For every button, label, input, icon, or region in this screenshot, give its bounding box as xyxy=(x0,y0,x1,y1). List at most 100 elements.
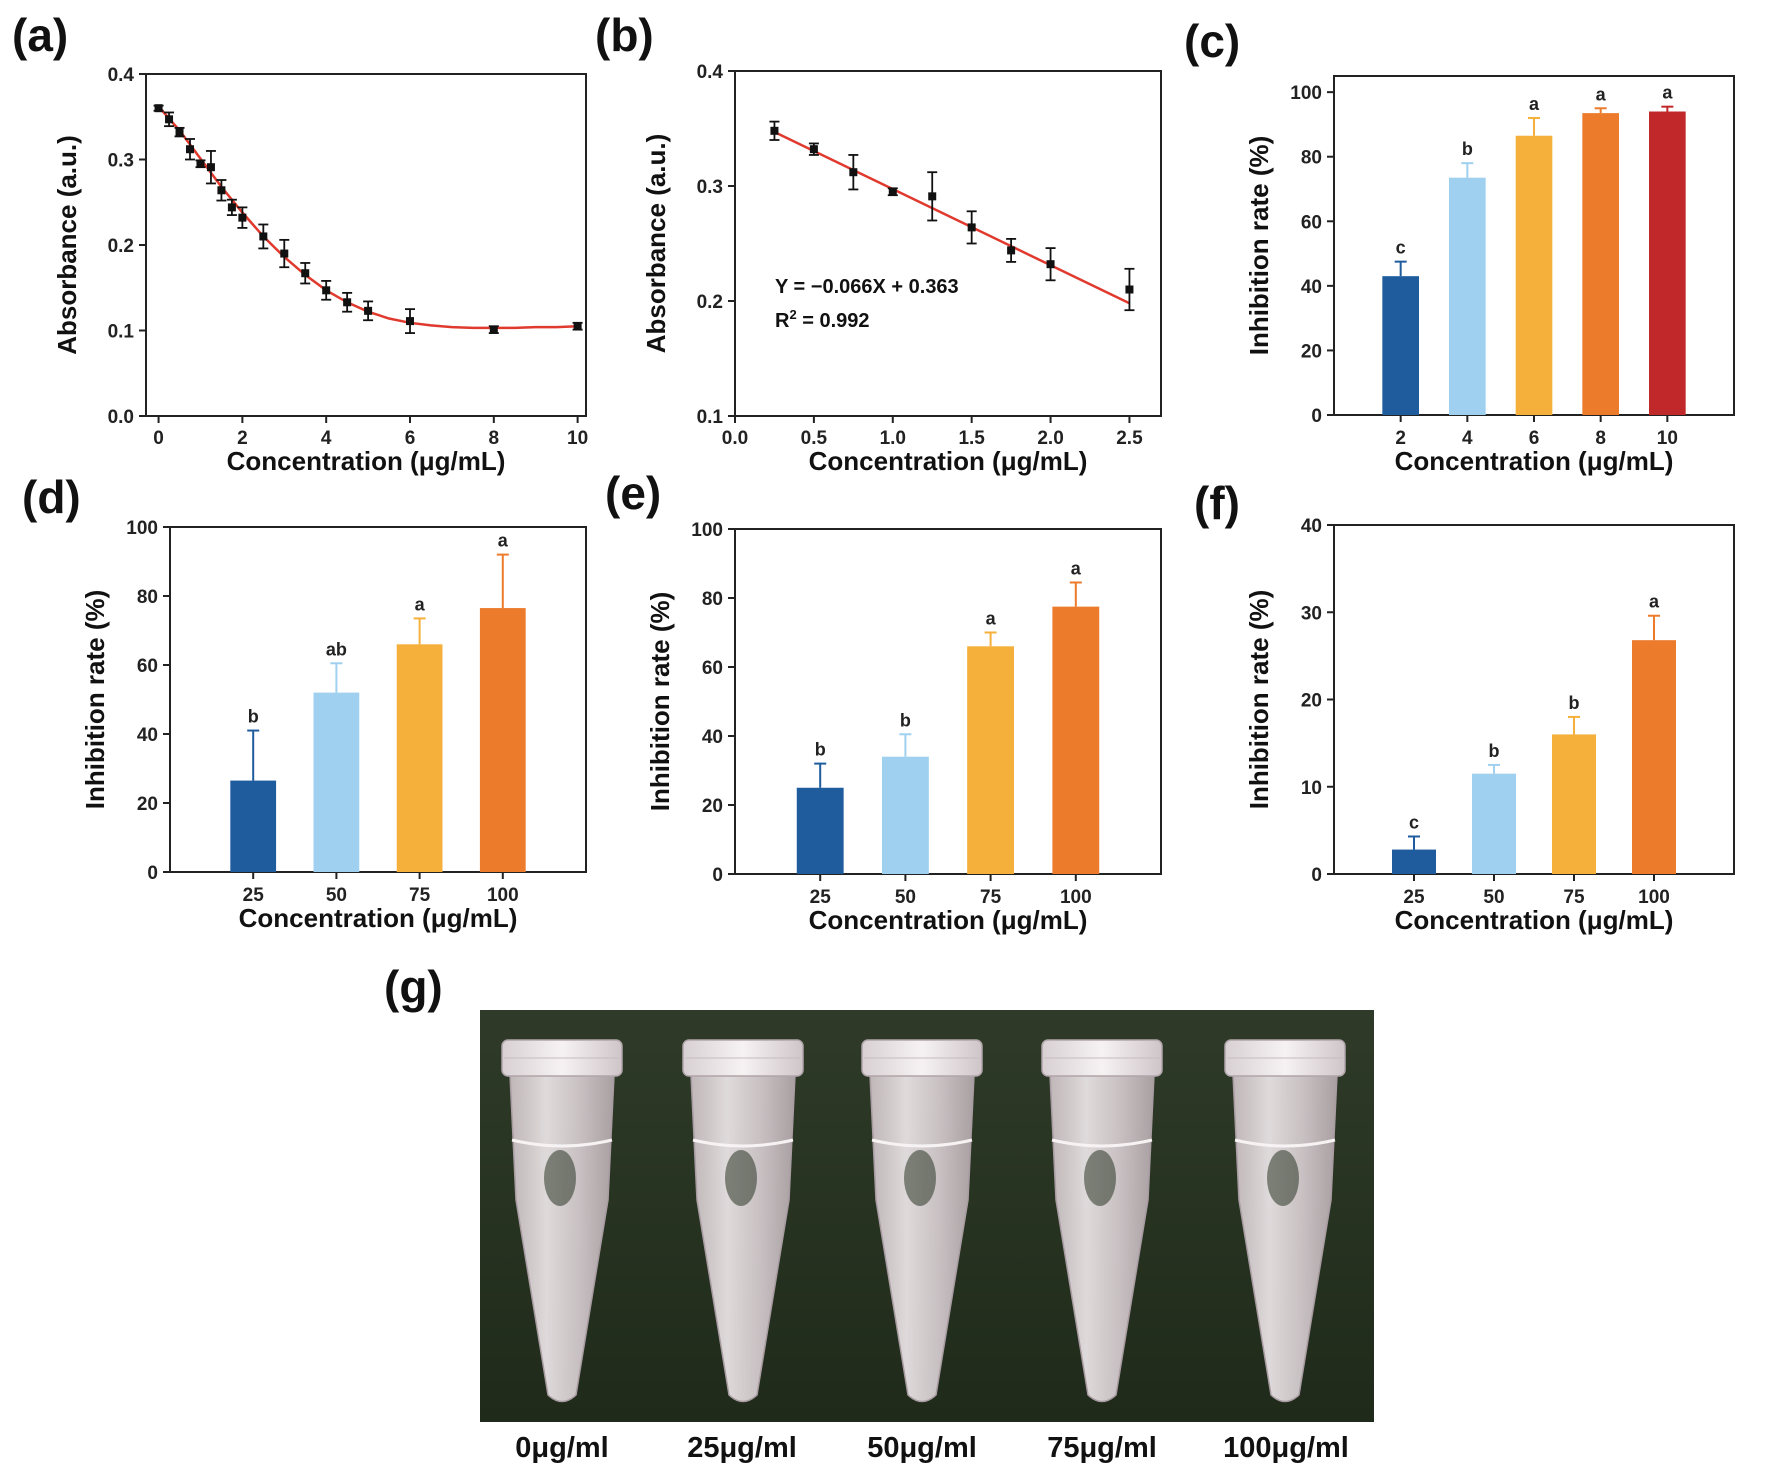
x-tick-label-b: 2.5 xyxy=(1116,428,1143,449)
panel-label-a: (a) xyxy=(12,9,69,61)
y-tick-label-f: 40 xyxy=(1301,516,1322,537)
significance-letter-c: a xyxy=(1529,94,1540,114)
tube-3 xyxy=(1041,1039,1163,1403)
significance-letter-c: a xyxy=(1596,84,1607,104)
significance-letter-e: b xyxy=(815,740,826,760)
data-point-a xyxy=(154,104,163,113)
data-point-b xyxy=(770,126,779,135)
y-tick-label-f: 30 xyxy=(1301,603,1322,624)
tube-reflection xyxy=(544,1150,576,1206)
x-axis-label-c: Concentration (μg/mL) xyxy=(1395,446,1674,476)
bar-f-100 xyxy=(1632,640,1676,874)
bar-f-25 xyxy=(1392,849,1436,874)
significance-letter-d: a xyxy=(415,594,426,614)
data-point-a xyxy=(573,322,582,331)
x-tick-label-c: 4 xyxy=(1462,428,1473,449)
significance-letter-c: a xyxy=(1662,83,1673,103)
tube-reflection xyxy=(725,1150,757,1206)
significance-letter-d: a xyxy=(498,531,509,551)
bar-d-100 xyxy=(479,608,526,872)
x-tick-label-a: 10 xyxy=(567,428,588,449)
tube-reflection xyxy=(1084,1150,1116,1206)
x-axis-label-b: Concentration (μg/mL) xyxy=(809,446,1088,476)
fit-line-b xyxy=(773,130,1130,305)
data-point-b xyxy=(849,168,858,177)
data-point-a xyxy=(217,186,226,195)
liquid-meniscus xyxy=(1234,1138,1336,1148)
data-point-a xyxy=(238,213,247,222)
y-tick-label-d: 20 xyxy=(137,794,158,815)
x-tick-label-d: 100 xyxy=(487,885,519,906)
bar-c-8 xyxy=(1582,113,1619,415)
data-point-a xyxy=(259,232,268,241)
liquid-meniscus xyxy=(1051,1138,1153,1148)
y-tick-label-c: 60 xyxy=(1301,212,1322,233)
data-point-a xyxy=(175,128,184,137)
panel-label-d: (d) xyxy=(22,471,81,523)
x-tick-label-f: 25 xyxy=(1403,887,1425,908)
y-tick-label-e: 40 xyxy=(702,727,723,748)
x-tick-label-a: 0 xyxy=(153,428,164,449)
x-tick-label-f: 100 xyxy=(1638,887,1670,908)
fit-curve-a xyxy=(157,105,578,330)
plot-frame-b xyxy=(734,70,1162,417)
tube-body xyxy=(869,1074,975,1403)
tube-body xyxy=(1232,1074,1338,1403)
x-tick-label-a: 4 xyxy=(321,428,332,449)
y-tick-label-f: 10 xyxy=(1301,778,1322,799)
tube-body xyxy=(1049,1074,1155,1403)
x-tick-label-e: 100 xyxy=(1060,887,1092,908)
y-tick-label-a: 0.2 xyxy=(108,236,134,257)
data-point-b xyxy=(928,192,937,201)
y-axis-label-e: Inhibition rate (%) xyxy=(645,592,675,812)
data-point-a xyxy=(206,163,215,172)
y-tick-label-a: 0.1 xyxy=(108,322,135,343)
tube-reflection xyxy=(904,1150,936,1206)
panel-label-e: (e) xyxy=(605,467,662,519)
tube-1 xyxy=(682,1039,804,1403)
x-tick-label-a: 2 xyxy=(237,428,248,449)
x-tick-label-d: 50 xyxy=(326,885,347,906)
y-tick-label-d: 100 xyxy=(126,518,158,539)
x-tick-label-c: 2 xyxy=(1395,428,1406,449)
x-axis-label-d: Concentration (μg/mL) xyxy=(239,903,518,933)
panel-label-f: (f) xyxy=(1194,477,1240,529)
data-point-b xyxy=(1046,260,1055,269)
y-tick-label-a: 0.3 xyxy=(108,151,134,172)
tube-label-75: 75μg/ml xyxy=(1047,1432,1157,1464)
y-tick-label-d: 60 xyxy=(137,656,158,677)
data-point-b xyxy=(809,145,818,154)
x-tick-label-b: 1.0 xyxy=(880,428,906,449)
x-tick-label-c: 6 xyxy=(1529,428,1540,449)
data-point-a xyxy=(364,306,373,315)
significance-letter-e: a xyxy=(986,609,997,629)
tube-label-25: 25μg/ml xyxy=(687,1432,797,1464)
x-tick-label-b: 1.5 xyxy=(958,428,985,449)
plot-frame-e xyxy=(734,528,1162,875)
significance-letter-f: c xyxy=(1409,812,1419,832)
x-tick-label-e: 25 xyxy=(810,887,832,908)
data-point-a xyxy=(322,286,331,295)
significance-letter-f: b xyxy=(1569,693,1580,713)
x-tick-label-a: 8 xyxy=(489,428,500,449)
x-tick-label-d: 75 xyxy=(409,885,431,906)
y-tick-label-d: 80 xyxy=(137,587,158,608)
significance-letter-c: c xyxy=(1396,238,1406,258)
data-point-b xyxy=(1007,246,1016,255)
x-tick-label-b: 0.5 xyxy=(801,428,828,449)
panel-label-c: (c) xyxy=(1184,15,1241,67)
tube-body xyxy=(509,1074,615,1403)
data-point-a xyxy=(186,145,194,154)
data-point-a xyxy=(406,317,414,326)
significance-letter-e: b xyxy=(900,710,911,730)
bar-c-4 xyxy=(1449,177,1486,415)
data-point-b xyxy=(1125,285,1134,294)
y-tick-label-c: 0 xyxy=(1311,406,1322,427)
y-tick-label-b: 0.2 xyxy=(697,292,723,313)
chart-c: 0 20 40 60 80 100 Concentration (μg/mL) Inhibit… xyxy=(1244,75,1735,476)
bar-d-25 xyxy=(230,780,277,872)
y-axis-label-b: Absorbance (a.u.) xyxy=(641,134,671,354)
